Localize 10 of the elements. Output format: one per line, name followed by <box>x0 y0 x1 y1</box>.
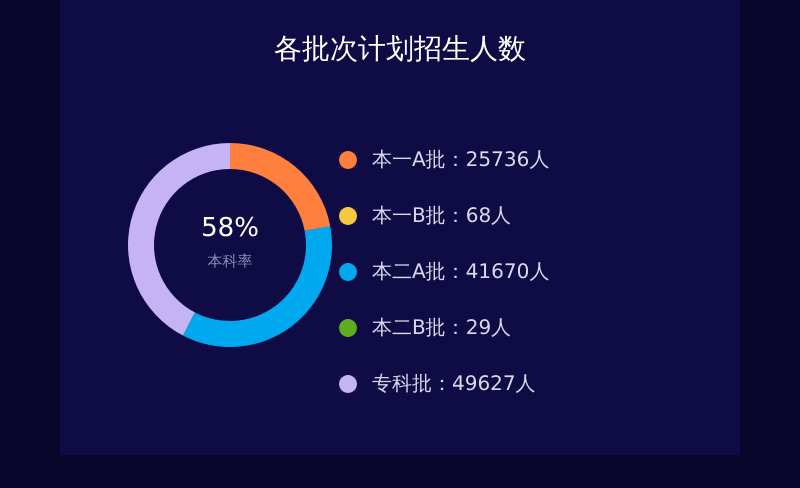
legend-label: 本二B批：29人 <box>372 315 512 339</box>
legend-label: 本一B批：68人 <box>372 203 512 227</box>
text: 58% <box>201 213 259 243</box>
chart-title: 各批次计划招生人数 <box>274 32 526 65</box>
text: 本科率 <box>208 252 252 270</box>
legend-label: 本一A批：25736人 <box>372 147 550 171</box>
donut-slice <box>182 312 196 336</box>
legend-label: 专科批：49627人 <box>372 371 536 395</box>
legend-label: 本二A批：41670人 <box>372 259 550 283</box>
donut-slice <box>304 226 330 231</box>
